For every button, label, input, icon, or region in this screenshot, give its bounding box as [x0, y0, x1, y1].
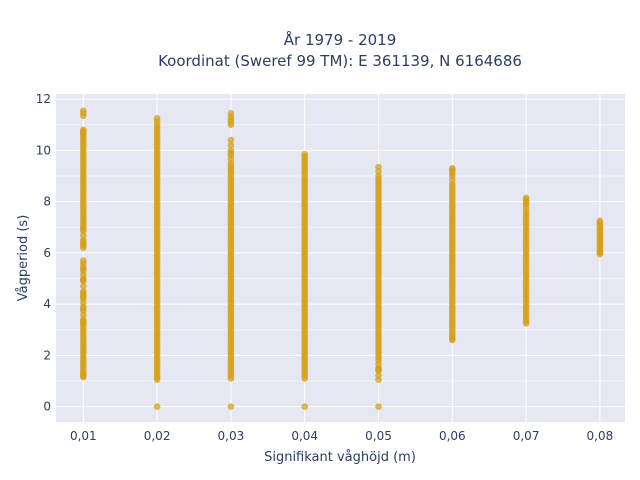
- y-tick-label: 6: [43, 246, 51, 260]
- data-point: [522, 320, 530, 327]
- y-axis-title: Vågperiod (s): [16, 215, 31, 302]
- plot-area: [56, 94, 625, 422]
- x-tick-label: 0,03: [218, 429, 245, 443]
- chart-title-line2: Koordinat (Sweref 99 TM): E 361139, N 61…: [158, 52, 522, 70]
- x-tick-label: 0,08: [587, 429, 614, 443]
- data-point: [227, 121, 235, 129]
- data-point: [80, 112, 87, 120]
- y-tick-label: 4: [43, 297, 51, 311]
- data-point: [375, 403, 382, 410]
- data-point: [227, 136, 235, 144]
- x-tick-label: 0,01: [70, 429, 97, 443]
- x-tick-label: 0,02: [144, 429, 171, 443]
- data-point: [449, 336, 456, 344]
- data-point: [375, 376, 382, 384]
- y-tick-label: 8: [43, 195, 51, 209]
- chart-title-line1: År 1979 - 2019: [284, 30, 397, 49]
- data-points: [80, 107, 604, 410]
- data-point: [596, 250, 604, 258]
- data-point: [301, 375, 309, 382]
- y-tick-label: 2: [43, 348, 51, 362]
- x-tick-label: 0,05: [365, 429, 392, 443]
- data-point: [227, 141, 235, 149]
- data-point: [227, 403, 235, 410]
- y-axis-ticks: 0 2 4 6 8 10 12: [36, 92, 51, 414]
- x-tick-label: 0,04: [291, 429, 318, 443]
- y-tick-label: 12: [36, 92, 51, 106]
- data-point: [80, 277, 87, 285]
- x-tick-label: 0,07: [513, 429, 540, 443]
- x-axis-ticks: 0,01 0,02 0,03 0,04 0,05 0,06 0,07 0,08: [70, 429, 613, 443]
- y-tick-label: 0: [43, 400, 51, 414]
- data-point: [301, 403, 309, 410]
- data-point: [153, 403, 161, 410]
- data-point: [153, 376, 161, 384]
- x-tick-label: 0,06: [439, 429, 466, 443]
- y-tick-label: 10: [36, 143, 51, 157]
- data-point: [80, 282, 87, 290]
- x-axis-title: Signifikant våghöjd (m): [264, 450, 416, 465]
- data-point: [80, 244, 87, 252]
- data-point: [227, 375, 235, 382]
- data-point: [80, 373, 87, 381]
